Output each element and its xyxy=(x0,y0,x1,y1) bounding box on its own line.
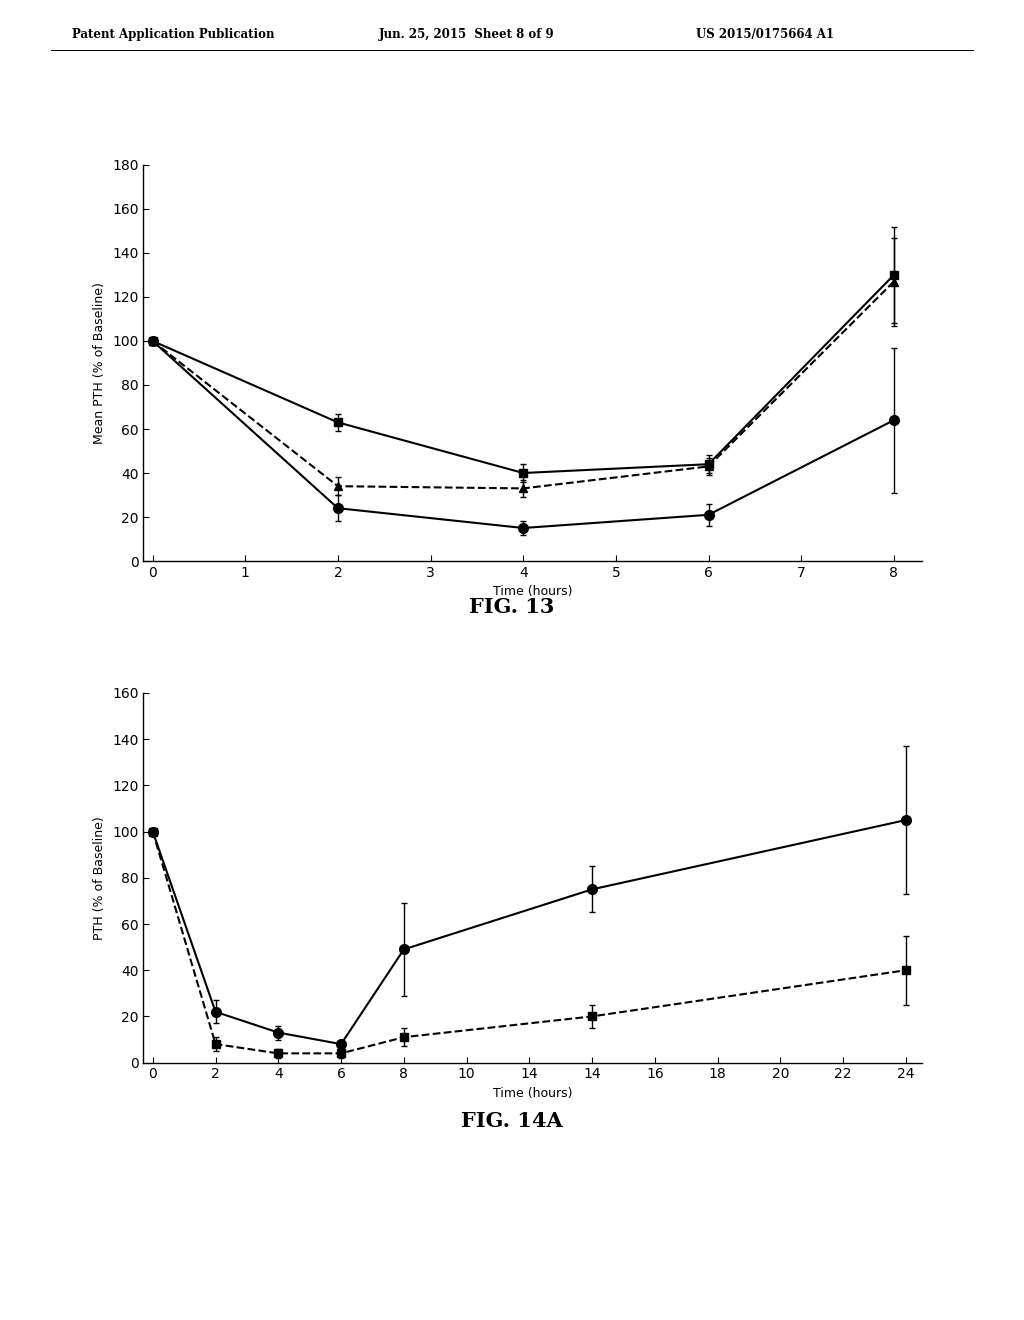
Text: US 2015/0175664 A1: US 2015/0175664 A1 xyxy=(696,28,835,41)
X-axis label: Time (hours): Time (hours) xyxy=(493,1086,572,1100)
Text: Jun. 25, 2015  Sheet 8 of 9: Jun. 25, 2015 Sheet 8 of 9 xyxy=(379,28,555,41)
Text: Patent Application Publication: Patent Application Publication xyxy=(72,28,274,41)
Y-axis label: PTH (% of Baseline): PTH (% of Baseline) xyxy=(93,816,106,940)
Text: FIG. 13: FIG. 13 xyxy=(469,597,555,616)
Text: FIG. 14A: FIG. 14A xyxy=(461,1111,563,1131)
Y-axis label: Mean PTH (% of Baseline): Mean PTH (% of Baseline) xyxy=(93,282,106,444)
X-axis label: Time (hours): Time (hours) xyxy=(493,585,572,598)
